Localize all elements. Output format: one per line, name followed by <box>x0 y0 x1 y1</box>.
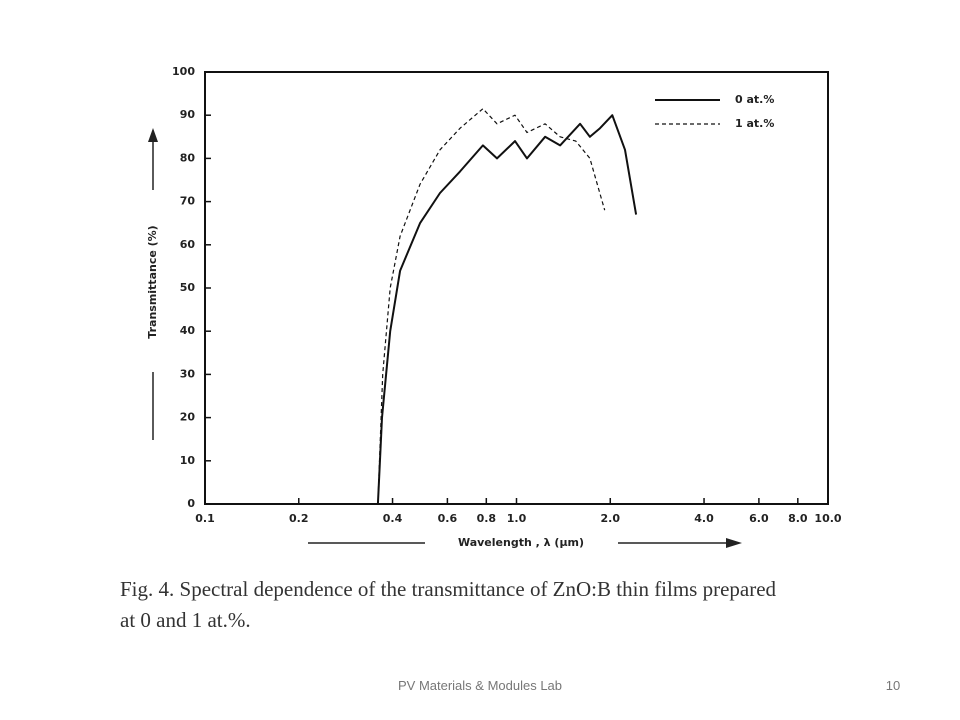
y-tick-label: 100 <box>172 65 195 78</box>
y-tick-label: 80 <box>180 151 196 164</box>
caption-line: Fig. 4. Spectral dependence of the trans… <box>120 577 777 601</box>
x-tick-label: 8.0 <box>788 512 808 525</box>
legend-label: 0 at.% <box>735 93 774 106</box>
arrow-head <box>148 128 158 142</box>
x-tick-label: 0.6 <box>438 512 458 525</box>
x-tick-label: 4.0 <box>694 512 714 525</box>
footer: PV Materials & Modules Lab <box>398 678 562 693</box>
page-number: 10 <box>886 678 900 693</box>
x-tick-label: 6.0 <box>749 512 769 525</box>
y-tick-label: 40 <box>180 324 196 337</box>
x-tick-label: 0.4 <box>383 512 403 525</box>
x-tick-label: 1.0 <box>507 512 527 525</box>
y-tick-label: 20 <box>180 411 196 424</box>
y-tick-label: 0 <box>187 497 195 510</box>
y-axis-label: Transmittance (%) <box>146 225 159 338</box>
arrow-head <box>726 538 742 548</box>
plot-frame <box>204 71 829 505</box>
x-label-group: Wavelength , λ (μm) <box>308 536 742 549</box>
y-tick-label: 30 <box>180 367 196 380</box>
y-tick-label: 90 <box>180 108 196 121</box>
x-tick-label: 0.8 <box>477 512 497 525</box>
caption-line: at 0 and 1 at.%. <box>120 608 251 632</box>
legend-label: 1 at.% <box>735 117 774 130</box>
y-tick-label: 70 <box>180 195 196 208</box>
x-tick-label: 2.0 <box>601 512 621 525</box>
series-line <box>376 114 638 505</box>
y-tick-label: 60 <box>180 238 196 251</box>
x-tick-label: 0.1 <box>195 512 215 525</box>
y-label-group: Transmittance (%) <box>146 128 159 440</box>
series-line <box>377 108 606 505</box>
x-tick-label: 10.0 <box>814 512 841 525</box>
x-tick-label: 0.2 <box>289 512 309 525</box>
y-tick-label: 10 <box>180 454 196 467</box>
x-axis-label: Wavelength , λ (μm) <box>458 536 584 549</box>
y-tick-label: 50 <box>180 281 196 294</box>
